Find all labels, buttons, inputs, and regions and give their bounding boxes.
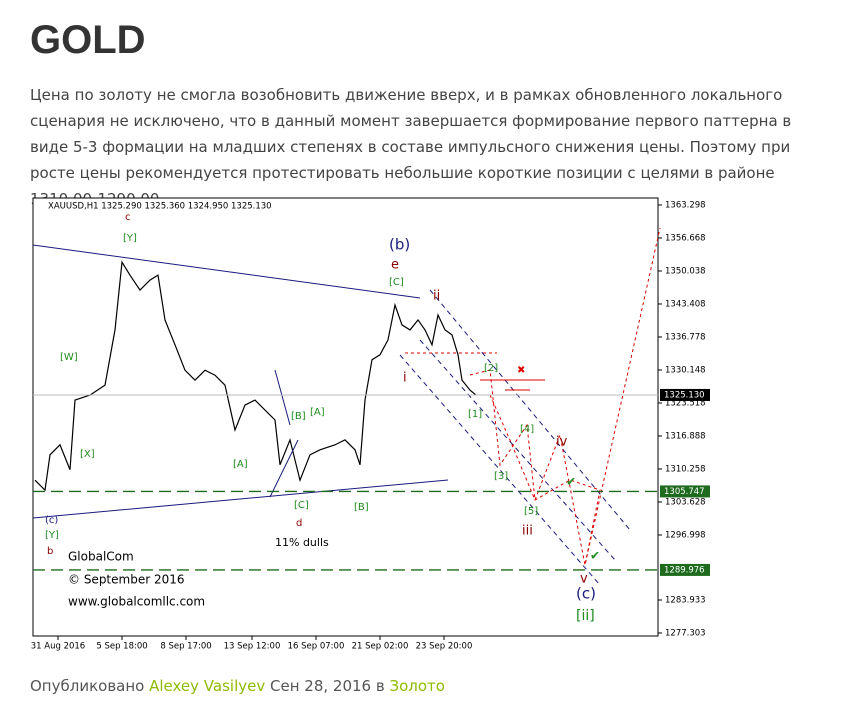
- channel-line: [419, 339, 616, 561]
- trend-line: [32, 244, 421, 299]
- y-tick-label: 1330.148: [665, 365, 706, 375]
- wave-label: [W]: [60, 352, 78, 363]
- wave-label: [X]: [80, 449, 95, 460]
- y-tick-label: 1363.298: [665, 200, 706, 210]
- level-label: 1289.976: [664, 565, 705, 575]
- y-tick-label: 1336.778: [665, 332, 706, 342]
- y-tick-label: 1283.933: [665, 595, 706, 605]
- wave-label: [ii]: [576, 608, 595, 624]
- wave-label: [3]: [494, 471, 508, 482]
- wave-label: i: [403, 371, 407, 386]
- level-box: [660, 563, 710, 576]
- wave-label: [2]: [484, 363, 498, 374]
- x-tick-label: 31 Aug 2016: [31, 642, 85, 652]
- channel-line: [429, 289, 631, 531]
- y-tick-label: 1296.998: [665, 530, 706, 540]
- chart-title: XAUUSD,H1 1325.290 1325.360 1324.950 132…: [48, 202, 272, 212]
- y-tick-label: 1303.628: [665, 497, 706, 507]
- annotations: c [Y] [W] [X] (c) [Y] b [A] [B] [A] [C] …: [45, 212, 596, 624]
- wave-label: [5]: [524, 506, 538, 517]
- check-icon: ✔: [566, 475, 576, 489]
- level-label: 1305.747: [664, 487, 705, 497]
- x-tick-label: 13 Sep 12:00: [224, 642, 281, 652]
- title: GOLD: [30, 18, 146, 62]
- wave-label: (c): [45, 515, 58, 526]
- channel-line: [399, 354, 601, 586]
- footer: Опубликовано Alexey Vasilyev Сен 28, 201…: [30, 677, 445, 695]
- x-tick-label: 5 Sep 18:00: [96, 642, 147, 652]
- level-box: [660, 388, 710, 401]
- x-tick-label: 23 Sep 20:00: [416, 642, 473, 652]
- level-box: [660, 485, 710, 498]
- watermark: www.globalcomllc.com: [68, 595, 205, 609]
- y-tick-label: 1356.668: [665, 233, 706, 243]
- wave-label: [A]: [310, 407, 325, 418]
- wave-label: [B]: [291, 411, 306, 422]
- plot-frame: [32, 197, 659, 637]
- note: 11% dulls: [275, 536, 329, 549]
- projection: [469, 227, 661, 566]
- trend-line: [32, 479, 449, 519]
- trend-line: [269, 439, 299, 498]
- wave-label: (b): [389, 236, 410, 254]
- paragraph: Цена по золоту не смогла возобновить дви…: [30, 86, 792, 208]
- wave-label: iii: [522, 524, 533, 539]
- watermark: GlobalCom: [68, 550, 134, 564]
- wave-label: d: [296, 518, 302, 529]
- wave-label: ii: [433, 289, 440, 304]
- wave-label: [C]: [389, 277, 404, 288]
- y-tick-label: 1323.518: [665, 398, 706, 408]
- footer-date: Сен 28, 2016 в: [270, 677, 385, 695]
- price-line: [34, 260, 477, 492]
- wave-label: (c): [576, 585, 596, 603]
- wave-label: e: [391, 258, 399, 273]
- wave-label: [Y]: [123, 233, 137, 244]
- wave-label: [1]: [468, 409, 482, 420]
- footer-prefix: Опубликовано: [30, 677, 145, 695]
- category-link[interactable]: Золото: [389, 677, 445, 695]
- x-tick-label: 8 Sep 17:00: [160, 642, 211, 652]
- wave-label: [Y]: [45, 530, 59, 541]
- y-tick-label: 1343.408: [665, 299, 706, 309]
- y-tick-label: 1316.888: [665, 431, 706, 441]
- wave-label: [4]: [520, 424, 534, 435]
- wave-label: iv: [556, 435, 568, 450]
- wave-label: [B]: [354, 502, 369, 513]
- wave-label: [C]: [294, 500, 309, 511]
- y-tick-label: 1350.038: [665, 266, 706, 276]
- y-tick-label: 1310.258: [665, 464, 706, 474]
- chart: XAUUSD,H1 1325.290 1325.360 1324.950 132…: [31, 197, 710, 652]
- cross-icon: ✖: [517, 365, 525, 376]
- wave-label: c: [125, 212, 131, 223]
- check-icon: ✔: [590, 549, 600, 563]
- overlay: ✖ ✔ ✔: [32, 227, 661, 586]
- y-tick-label: 1277.303: [665, 628, 706, 638]
- projection: [489, 394, 601, 566]
- wave-label: v: [580, 572, 588, 587]
- wave-label: [A]: [233, 459, 248, 470]
- author-link[interactable]: Alexey Vasilyev: [149, 677, 266, 695]
- level-label: 1325.130: [664, 390, 705, 400]
- trend-line: [274, 369, 291, 426]
- x-tick-label: 16 Sep 07:00: [288, 642, 345, 652]
- x-tick-label: 21 Sep 02:00: [352, 642, 409, 652]
- watermark: © September 2016: [68, 573, 185, 587]
- wave-label: b: [47, 546, 53, 557]
